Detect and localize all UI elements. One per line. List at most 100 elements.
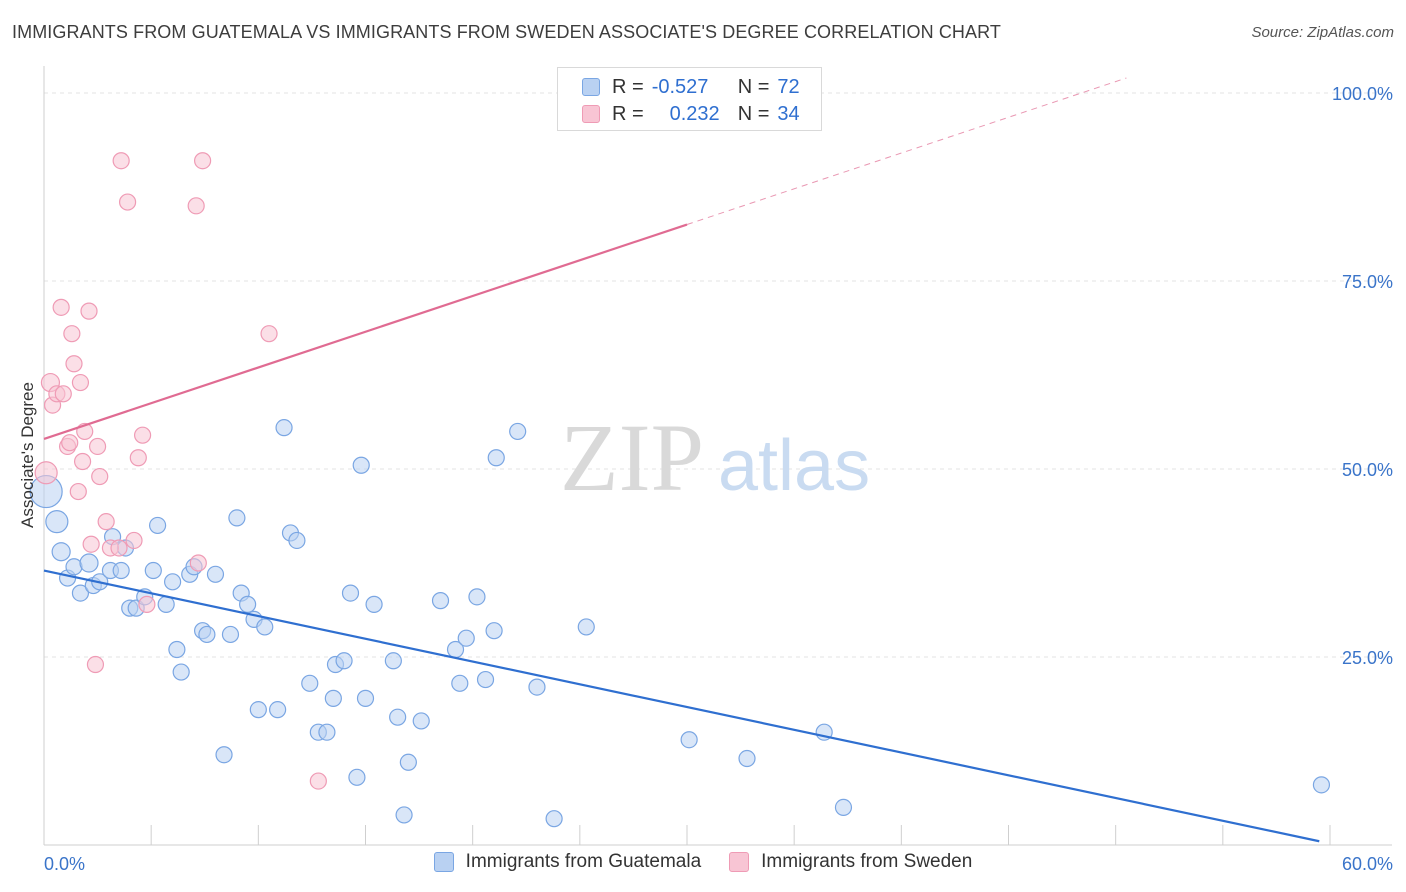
guatemala-point xyxy=(249,701,267,719)
legend-n-label: N = xyxy=(737,75,770,98)
series-legend-label: Immigrants from Guatemala xyxy=(465,851,702,872)
guatemala-point xyxy=(172,663,190,681)
guatemala-point xyxy=(476,670,495,689)
guatemala-point xyxy=(389,708,407,726)
guatemala-point xyxy=(51,542,71,562)
guatemala-point xyxy=(318,723,336,741)
sweden-point xyxy=(73,452,92,471)
guatemala-point xyxy=(206,565,225,583)
guatemala-point xyxy=(365,595,383,613)
source-label: Source: ZipAtlas.com xyxy=(1251,24,1394,41)
guatemala-point xyxy=(221,625,240,644)
guatemala-point xyxy=(288,531,306,550)
watermark-zip: ZIP xyxy=(560,404,704,511)
legend-n-label: N = xyxy=(737,102,770,125)
legend-row-guatemala: R = -0.527 N = 72 xyxy=(582,75,800,99)
series-legend-label: Immigrants from Sweden xyxy=(761,851,973,872)
x-tick-label: 0.0% xyxy=(44,854,85,874)
guatemala-point xyxy=(834,798,853,817)
guatemala-point xyxy=(1312,776,1331,794)
y-tick-label: 25.0% xyxy=(1342,648,1393,668)
data-points xyxy=(29,84,1331,828)
sweden-point xyxy=(260,325,278,343)
sweden-point xyxy=(112,152,130,170)
watermark: ZIP atlas xyxy=(560,404,870,511)
axes xyxy=(43,66,1392,846)
guatemala-trend-line xyxy=(43,569,1320,843)
guatemala-point xyxy=(451,674,469,692)
sweden-point xyxy=(54,385,72,403)
sweden-point xyxy=(194,152,212,170)
legend-r-value: -0.527 xyxy=(651,75,709,98)
guatemala-point xyxy=(384,652,402,670)
guatemala-point xyxy=(468,588,486,606)
sweden-point xyxy=(86,655,105,674)
guatemala-point xyxy=(341,584,360,602)
guatemala-point xyxy=(79,553,99,573)
legend-swatch-blue xyxy=(582,78,600,96)
sweden-point xyxy=(129,449,147,467)
y-tick-label: 50.0% xyxy=(1342,460,1393,480)
sweden-point xyxy=(82,535,100,553)
guatemala-point xyxy=(256,618,274,636)
guatemala-point xyxy=(269,701,287,719)
sweden-point xyxy=(125,531,143,550)
sweden-point xyxy=(138,595,156,613)
guatemala-point xyxy=(395,806,413,824)
sweden-point xyxy=(133,426,152,444)
legend-r-label: R = xyxy=(612,102,644,125)
y-tick-label: 100.0% xyxy=(1332,84,1393,104)
guatemala-point xyxy=(509,422,527,441)
series-legend-sweden: Immigrants from Sweden xyxy=(729,851,972,873)
legend-n-value: 72 xyxy=(777,75,800,98)
guatemala-point xyxy=(239,595,257,613)
guatemala-point xyxy=(399,753,417,771)
sweden-point xyxy=(63,325,81,343)
series-swatch-pink xyxy=(729,852,750,872)
guatemala-point xyxy=(112,561,130,580)
chart-title: IMMIGRANTS FROM GUATEMALA VS IMMIGRANTS … xyxy=(12,22,1001,42)
series-legend: Immigrants from Guatemala Immigrants fro… xyxy=(0,851,1406,873)
guatemala-point xyxy=(228,509,246,527)
sweden-point xyxy=(97,513,115,531)
guatemala-point xyxy=(352,456,370,474)
sweden-point xyxy=(34,461,58,485)
guatemala-point xyxy=(577,618,595,636)
sweden-point xyxy=(189,554,207,572)
guatemala-point xyxy=(148,516,167,535)
sweden-point xyxy=(88,437,107,456)
guatemala-point xyxy=(348,768,366,786)
correlation-legend: R = -0.527 N = 72 R = 0.232 N = 34 xyxy=(557,67,822,131)
legend-swatch-pink xyxy=(582,105,600,123)
guatemala-point xyxy=(324,689,342,707)
x-tick-label: 60.0% xyxy=(1342,854,1393,874)
guatemala-point xyxy=(335,652,353,670)
guatemala-point xyxy=(431,592,450,610)
legend-r-label: R = xyxy=(612,75,644,98)
guatemala-point xyxy=(301,674,319,692)
sweden-point xyxy=(65,355,83,373)
guatemala-point xyxy=(680,731,698,749)
guatemala-point xyxy=(215,746,233,764)
sweden-point xyxy=(52,298,70,316)
sweden-point xyxy=(110,539,128,557)
sweden-point xyxy=(71,373,90,392)
series-legend-guatemala: Immigrants from Guatemala xyxy=(433,851,702,873)
sweden-point xyxy=(187,197,205,215)
tick-labels: 25.0% 50.0% 75.0% 100.0% 0.0% 60.0% xyxy=(44,84,1393,874)
guatemala-point xyxy=(485,622,503,640)
guatemala-point xyxy=(198,625,216,644)
guatemala-point xyxy=(545,810,563,828)
legend-row-sweden: R = 0.232 N = 34 xyxy=(582,102,800,126)
sweden-trend-line xyxy=(43,223,688,440)
legend-r-value: 0.232 xyxy=(669,102,720,125)
guatemala-point xyxy=(528,678,546,696)
guatemala-point xyxy=(275,419,293,437)
sweden-point xyxy=(118,193,137,211)
y-tick-label: 75.0% xyxy=(1342,272,1393,292)
sweden-point xyxy=(309,772,327,790)
trend-lines xyxy=(43,77,1320,843)
sweden-point xyxy=(91,467,109,486)
guatemala-point xyxy=(356,689,375,707)
